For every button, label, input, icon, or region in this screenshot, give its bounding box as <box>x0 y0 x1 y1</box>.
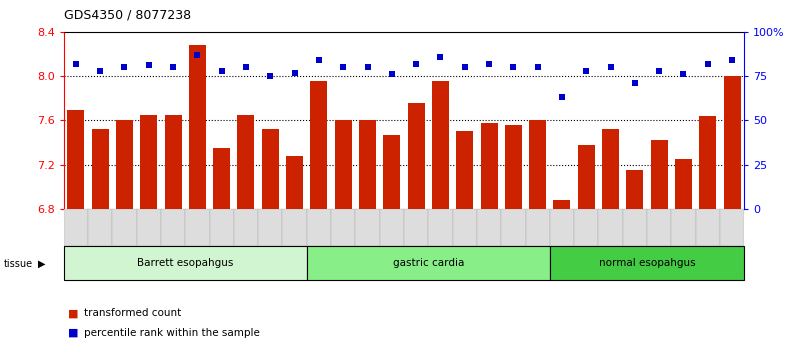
Bar <box>700 116 716 209</box>
Bar <box>88 209 112 246</box>
Point <box>288 70 301 75</box>
Text: normal esopahgus: normal esopahgus <box>599 258 696 268</box>
Bar <box>626 170 643 209</box>
Bar <box>428 209 453 246</box>
Bar <box>112 209 137 246</box>
Bar <box>456 131 474 209</box>
Bar <box>647 209 671 246</box>
Bar <box>137 209 161 246</box>
Bar <box>481 122 498 209</box>
Bar <box>359 120 376 209</box>
Point <box>118 64 131 70</box>
Bar <box>306 209 331 246</box>
Bar <box>92 129 108 209</box>
Bar <box>720 209 744 246</box>
Bar <box>116 120 133 209</box>
Point <box>385 72 398 77</box>
Point <box>458 64 471 70</box>
Point <box>337 64 349 70</box>
Bar <box>675 159 692 209</box>
Bar <box>505 125 522 209</box>
Text: ■: ■ <box>68 328 78 338</box>
Bar <box>477 209 501 246</box>
Bar <box>574 209 599 246</box>
Point <box>507 64 520 70</box>
Bar <box>724 76 740 209</box>
Bar <box>529 120 546 209</box>
Point <box>580 68 593 74</box>
Bar <box>408 103 424 209</box>
Bar <box>185 209 209 246</box>
Bar <box>213 148 230 209</box>
Point <box>313 57 326 63</box>
Bar <box>209 209 234 246</box>
Bar <box>602 129 619 209</box>
Point <box>240 64 252 70</box>
Bar <box>525 209 550 246</box>
Bar <box>64 246 306 280</box>
Point <box>434 54 447 59</box>
Bar <box>599 209 622 246</box>
Bar <box>650 140 668 209</box>
Point <box>166 64 179 70</box>
Bar <box>68 110 84 209</box>
Bar <box>161 209 185 246</box>
Bar <box>550 246 744 280</box>
Bar <box>234 209 258 246</box>
Text: percentile rank within the sample: percentile rank within the sample <box>84 328 259 338</box>
Point <box>604 64 617 70</box>
Point <box>531 64 544 70</box>
Bar <box>64 209 88 246</box>
Bar <box>258 209 283 246</box>
Point <box>701 61 714 67</box>
Bar <box>380 209 404 246</box>
Point <box>726 57 739 63</box>
Bar <box>283 209 306 246</box>
Text: Barrett esopahgus: Barrett esopahgus <box>137 258 233 268</box>
Point <box>361 64 374 70</box>
Point <box>264 73 277 79</box>
Text: GDS4350 / 8077238: GDS4350 / 8077238 <box>64 9 191 22</box>
Bar <box>432 81 449 209</box>
Bar <box>404 209 428 246</box>
Text: ▶: ▶ <box>38 259 45 269</box>
Bar <box>453 209 477 246</box>
Point <box>410 61 423 67</box>
Bar <box>262 129 279 209</box>
Bar <box>578 145 595 209</box>
Point <box>556 95 568 100</box>
Bar <box>622 209 647 246</box>
Bar <box>501 209 525 246</box>
Point <box>629 80 642 86</box>
Bar <box>140 115 158 209</box>
Point <box>191 52 204 58</box>
Point <box>677 72 690 77</box>
Point <box>94 68 107 74</box>
Bar <box>355 209 380 246</box>
Bar <box>286 156 303 209</box>
Bar <box>550 209 574 246</box>
Bar <box>696 209 720 246</box>
Bar <box>384 135 400 209</box>
Bar <box>306 246 550 280</box>
Point <box>215 68 228 74</box>
Bar <box>237 115 255 209</box>
Bar <box>331 209 355 246</box>
Text: ■: ■ <box>68 308 78 318</box>
Point <box>69 61 82 67</box>
Bar <box>189 45 206 209</box>
Text: gastric cardia: gastric cardia <box>392 258 464 268</box>
Bar <box>165 115 181 209</box>
Bar <box>334 120 352 209</box>
Text: tissue: tissue <box>4 259 33 269</box>
Bar <box>553 200 571 209</box>
Point <box>482 61 495 67</box>
Bar <box>310 81 327 209</box>
Bar <box>671 209 696 246</box>
Point <box>142 63 155 68</box>
Point <box>653 68 665 74</box>
Text: transformed count: transformed count <box>84 308 181 318</box>
